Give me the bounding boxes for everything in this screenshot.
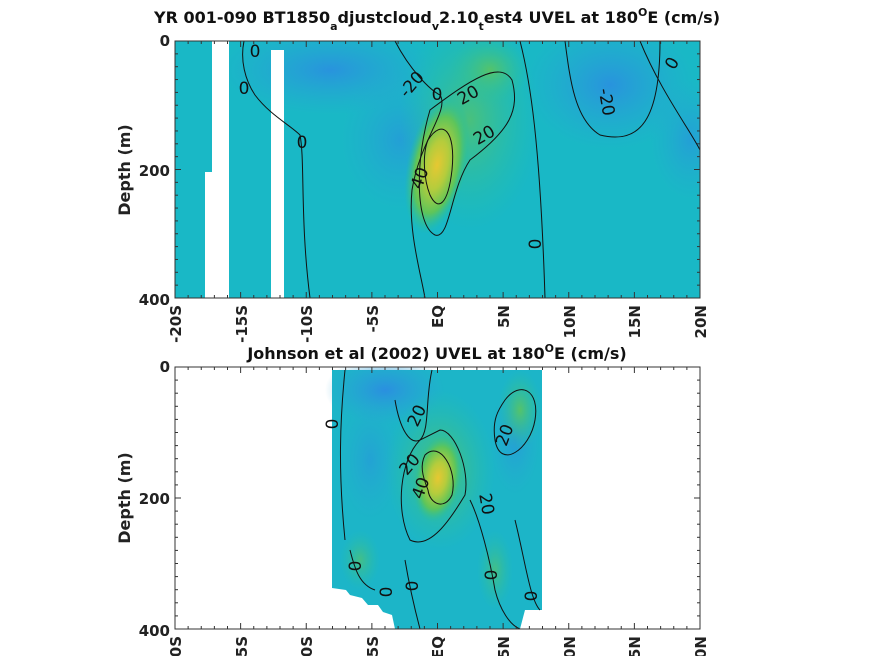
x-tick-label: 10N — [561, 305, 579, 338]
svg-text:0: 0 — [377, 587, 397, 598]
panel1-x-tick-labels: -20S -15S -10S -5S EQ 5N 10N 15N 20N — [167, 305, 710, 343]
svg-text:20: 20 — [474, 492, 497, 517]
x-tick-label: 15N — [626, 305, 644, 338]
panel2-heatmap: 0 20 20 20 20 40 0 0 0 0 0 — [323, 367, 542, 629]
x-tick-label: 20N — [692, 636, 710, 656]
x-tick-label: -15S — [233, 636, 251, 656]
x-tick-label: -20S — [167, 305, 185, 343]
panel2-ticks — [174, 366, 701, 630]
svg-text:0: 0 — [323, 419, 343, 430]
svg-text:0: 0 — [403, 581, 423, 592]
x-tick-label: 5N — [495, 305, 513, 328]
svg-text:0: 0 — [522, 591, 542, 602]
x-tick-label: -5S — [364, 636, 382, 656]
panel2-title: Johnson et al (2002) UVEL at 180OE (cm/s… — [246, 342, 626, 363]
panel1-heatmap: 0 0 0 -20 0 20 20 40 0 -20 0 — [175, 41, 700, 298]
y-tick-label: 0 — [160, 32, 170, 50]
svg-text:0: 0 — [250, 42, 261, 62]
x-tick-label: -15S — [233, 305, 251, 343]
panel-model: YR 001-090 BT1850adjustcloudv2.10test4 U… — [115, 6, 720, 343]
x-tick-label: 5N — [495, 636, 513, 656]
svg-text:0: 0 — [526, 239, 546, 250]
y-tick-label: 200 — [139, 490, 170, 508]
x-tick-label: EQ — [429, 636, 447, 656]
panel1-contours — [242, 41, 700, 298]
panel2-y-tick-labels: 0 200 400 — [139, 358, 170, 640]
y-tick-label: 400 — [139, 622, 170, 640]
x-tick-label: -10S — [298, 305, 316, 343]
panel1-ylabel: Depth (m) — [115, 124, 134, 216]
y-tick-label: 400 — [139, 291, 170, 309]
svg-text:0: 0 — [432, 85, 443, 105]
panel1-y-tick-labels: 0 200 400 — [139, 32, 170, 309]
x-tick-label: -5S — [364, 305, 382, 332]
svg-text:0: 0 — [346, 561, 366, 572]
svg-text:0: 0 — [482, 570, 502, 581]
panel2-ylabel: Depth (m) — [115, 452, 134, 544]
x-tick-label: EQ — [429, 305, 447, 328]
panel-observed: Johnson et al (2002) UVEL at 180OE (cm/s… — [115, 342, 710, 656]
x-tick-label: 20N — [692, 305, 710, 338]
svg-text:0: 0 — [239, 79, 250, 99]
panel2-x-tick-labels: -20S -15S -10S -5S EQ 5N 10N 15N 20N — [167, 636, 710, 656]
x-tick-label: 15N — [626, 636, 644, 656]
x-tick-label: 10N — [561, 636, 579, 656]
svg-text:-20: -20 — [594, 87, 619, 118]
y-tick-label: 0 — [160, 358, 170, 376]
svg-text:0: 0 — [297, 133, 308, 153]
panel2-contours — [339, 369, 541, 629]
panel1-title: YR 001-090 BT1850adjustcloudv2.10test4 U… — [153, 6, 720, 33]
panel1-ticks — [174, 40, 701, 299]
y-tick-label: 200 — [139, 162, 170, 180]
x-tick-label: -20S — [167, 636, 185, 656]
x-tick-label: -10S — [298, 636, 316, 656]
